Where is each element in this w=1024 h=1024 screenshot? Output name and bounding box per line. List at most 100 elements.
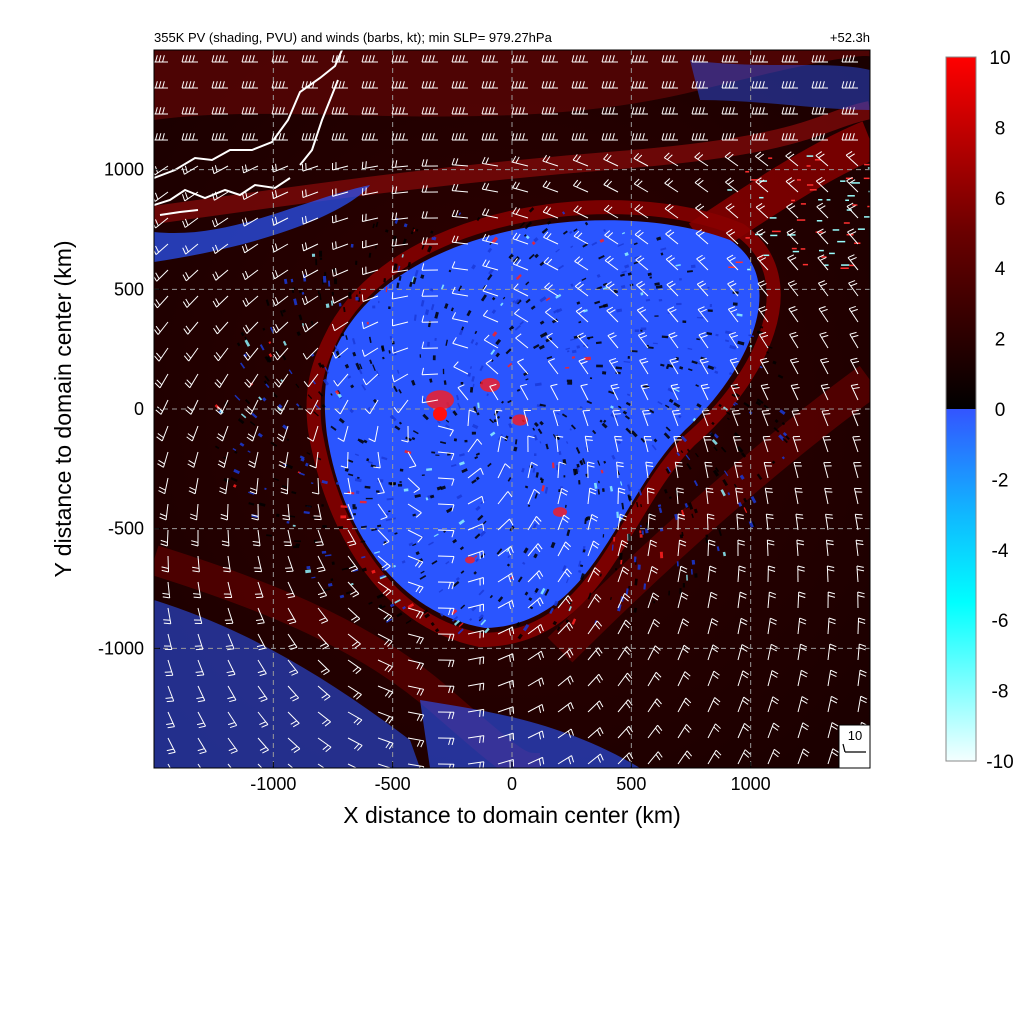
wind-barb-shaft (725, 181, 739, 193)
pv-speckle (258, 396, 263, 401)
wind-barb-flag (229, 699, 237, 703)
wind-barb-flag (361, 81, 365, 89)
wind-barb-flag (301, 81, 305, 89)
wind-barb-flag (607, 232, 614, 238)
pv-speckle (507, 555, 511, 559)
pv-speckle (523, 234, 527, 237)
pv-speckle (565, 366, 570, 369)
pv-speckle (470, 338, 475, 344)
pv-speckle (552, 462, 555, 469)
wind-barb-flag (221, 540, 229, 543)
wind-barb-flag (261, 724, 269, 728)
wind-barb-flag (515, 233, 521, 241)
wind-barb-flag (829, 643, 837, 648)
pv-speckle (781, 421, 786, 426)
wind-barb-flag (698, 55, 702, 63)
wind-barb-flag (183, 355, 190, 362)
wind-barb-flag (215, 133, 218, 141)
wind-barb-flag (851, 383, 859, 386)
pv-speckle (525, 235, 530, 240)
wind-barb-shaft (730, 385, 739, 401)
wind-barb-shaft (850, 385, 859, 401)
pv-speckle (500, 302, 504, 307)
pv-speckle (675, 264, 681, 267)
wind-barb-shaft (855, 540, 859, 557)
wind-barb-shaft (467, 523, 483, 531)
wind-barb-flag (361, 321, 364, 329)
wind-barb-flag (771, 699, 778, 705)
wind-barb-shaft (197, 737, 207, 752)
pv-speckle (355, 260, 358, 265)
wind-barb-flag (331, 269, 334, 277)
pv-speckle (480, 552, 486, 559)
wind-barb-flag (155, 325, 161, 333)
wind-barb-flag (665, 81, 668, 89)
wind-barb-flag (365, 107, 368, 115)
wind-barb-flag (548, 358, 555, 362)
wind-barb-flag (451, 81, 455, 89)
wind-barb-shaft (737, 723, 745, 739)
wind-barb-shaft (697, 309, 709, 323)
wind-barb-flag (738, 565, 746, 569)
wind-barb-flag (573, 205, 579, 212)
wind-barb-flag (715, 749, 722, 756)
pv-speckle (639, 530, 642, 534)
wind-barb-flag (578, 107, 582, 115)
wind-barb-shaft (467, 410, 470, 427)
wind-barb-flag (725, 107, 728, 115)
wind-barb-flag (603, 179, 609, 185)
wind-barb-flag (351, 616, 358, 621)
pv-speckle (782, 432, 788, 437)
wind-barb-flag (222, 55, 225, 63)
wind-barb-shaft (676, 488, 679, 505)
pv-speckle (727, 492, 731, 496)
wind-barb-flag (476, 438, 483, 445)
wind-barb-shaft (673, 436, 679, 453)
pv-speckle (340, 515, 347, 519)
wind-barb-flag (620, 543, 628, 548)
wind-barb-flag (448, 608, 451, 616)
negative-pv-south (420, 700, 640, 768)
wind-barb-flag (702, 81, 705, 89)
wind-barb-shaft (587, 753, 601, 765)
wind-barb-flag (596, 703, 601, 710)
wind-barb-shaft (377, 633, 393, 642)
wind-barb-shaft (163, 451, 169, 468)
pv-speckle (857, 228, 865, 230)
wind-barb-flag (216, 406, 223, 412)
pv-speckle (456, 494, 463, 500)
wind-barb-flag (849, 256, 857, 261)
pv-speckle (802, 263, 809, 266)
pv-speckle (524, 485, 529, 489)
pv-speckle (586, 400, 593, 405)
wind-barb-flag (227, 648, 235, 651)
pv-speckle (558, 450, 562, 456)
wind-barb-shaft (280, 399, 289, 415)
wind-barb-shaft (758, 308, 769, 323)
wind-barb-shaft (726, 258, 739, 271)
wind-barb-flag (768, 569, 776, 572)
pv-speckle (264, 375, 270, 382)
wind-barb-flag (622, 596, 629, 602)
wind-barb-flag (792, 81, 795, 89)
wind-barb-flag (391, 160, 394, 168)
wind-barb-flag (271, 55, 275, 63)
pv-speckle (352, 504, 356, 508)
wind-barb-flag (711, 647, 719, 653)
pv-speckle (361, 384, 367, 391)
pv-speckle (422, 413, 429, 421)
pv-speckle (402, 238, 407, 246)
wind-barb-shaft (407, 659, 424, 665)
pv-speckle (262, 327, 266, 331)
wind-barb-flag (648, 517, 656, 521)
wind-barb-flag (853, 413, 861, 415)
wind-barb-shaft (407, 763, 424, 768)
pv-speckle (381, 456, 388, 461)
wind-barb-flag (455, 107, 458, 115)
pv-speckle (765, 345, 773, 349)
pv-speckle (376, 490, 380, 493)
wind-barb-flag (159, 513, 167, 517)
wind-barb-flag (573, 230, 580, 237)
wind-barb-shaft (797, 644, 801, 661)
